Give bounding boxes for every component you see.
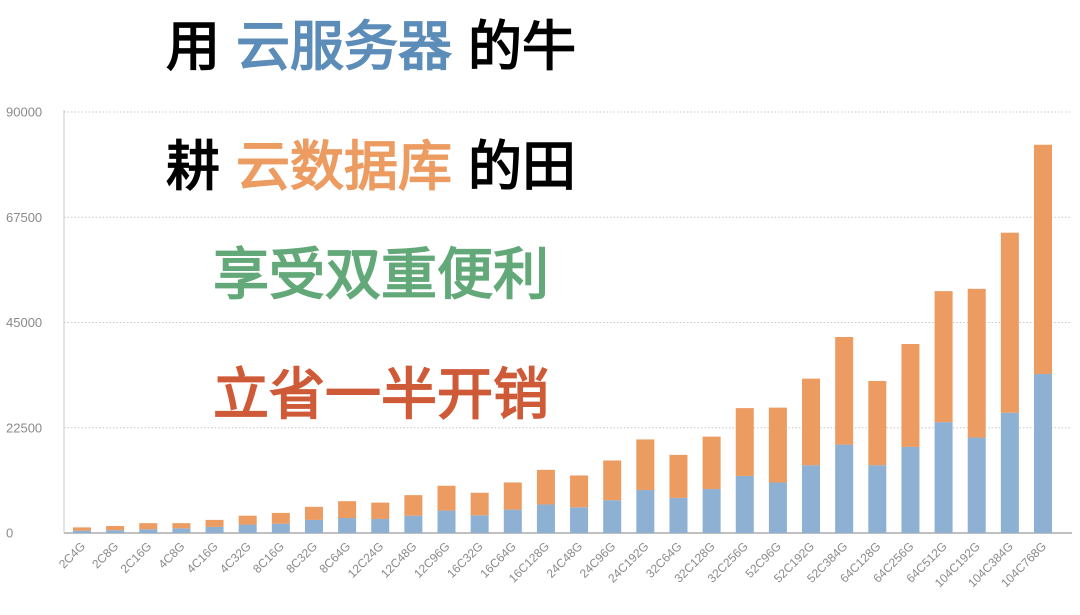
bar-segment bbox=[172, 528, 191, 533]
bar-segment bbox=[768, 407, 787, 483]
x-tick-label: 2C16G bbox=[118, 539, 155, 576]
bar-segment bbox=[73, 530, 91, 533]
headline-2-prefix: 耕 bbox=[166, 135, 220, 198]
headline-line-1: 用云服务器 的牛 bbox=[166, 20, 576, 74]
bar-segment bbox=[669, 497, 688, 533]
bar-segment bbox=[139, 529, 158, 533]
x-tick-label: 2C4G bbox=[56, 539, 88, 571]
bar-segment bbox=[868, 380, 887, 466]
x-tick-label: 4C32G bbox=[217, 539, 254, 576]
x-tick-label: 8C32G bbox=[283, 539, 320, 576]
headline-3-text: 享受双重便利 bbox=[213, 243, 549, 308]
bar-segment bbox=[735, 475, 754, 533]
bar-segment bbox=[603, 500, 622, 533]
x-tick-label: 12C48G bbox=[378, 539, 420, 581]
bar-segment bbox=[304, 506, 323, 520]
bar-segment bbox=[238, 524, 257, 533]
bar-segment bbox=[338, 501, 357, 519]
bar-segment bbox=[503, 482, 522, 510]
bar-segment bbox=[404, 495, 423, 516]
y-tick-label: 67500 bbox=[6, 210, 42, 225]
bar-segment bbox=[636, 439, 655, 490]
bar-segment bbox=[570, 507, 589, 533]
bar-segment bbox=[570, 475, 589, 508]
bar-segment bbox=[1034, 144, 1052, 374]
bar-segment bbox=[106, 530, 125, 533]
headline-1-cloud-server: 云服务器 bbox=[236, 15, 452, 78]
bar-segment bbox=[1000, 232, 1019, 413]
bar-segment bbox=[404, 515, 423, 533]
bar-segment bbox=[172, 523, 191, 529]
bar-segment bbox=[106, 525, 125, 531]
y-axis-tick-labels: 0 22500 45000 67500 90000 bbox=[6, 105, 42, 541]
bar-segment bbox=[603, 460, 622, 501]
bar-segment bbox=[304, 519, 323, 533]
bar-segment bbox=[371, 502, 390, 519]
bar-segment bbox=[139, 523, 158, 530]
bar-segment bbox=[802, 465, 821, 533]
bar-segment bbox=[901, 446, 920, 533]
x-tick-label: 24C48G bbox=[544, 539, 586, 581]
bar-segment bbox=[669, 454, 688, 498]
x-tick-label: 12C96G bbox=[411, 539, 453, 581]
bar-segment bbox=[934, 422, 953, 533]
bar-segment bbox=[503, 509, 522, 533]
bar-segment bbox=[437, 510, 456, 533]
x-tick-label: 4C8G bbox=[155, 539, 187, 571]
bar-segment bbox=[238, 515, 257, 525]
bar-segment bbox=[835, 337, 854, 445]
bar-segment bbox=[768, 482, 787, 533]
x-tick-label: 8C16G bbox=[250, 539, 287, 576]
bar-segment bbox=[802, 378, 821, 466]
x-tick-label: 12C24G bbox=[345, 539, 387, 581]
bar-segment bbox=[934, 291, 953, 423]
bar-segment bbox=[470, 492, 489, 516]
bar-segment bbox=[271, 512, 290, 524]
headline-1-suffix: 的牛 bbox=[468, 15, 576, 78]
bar-segment bbox=[967, 437, 986, 533]
y-tick-label: 0 bbox=[6, 526, 13, 541]
headline-line-2: 耕云数据库 的田 bbox=[166, 140, 576, 194]
bar-segment bbox=[967, 288, 986, 438]
headline-2-suffix: 的田 bbox=[468, 135, 576, 198]
bar-segment bbox=[636, 489, 655, 533]
chart-bars bbox=[73, 144, 1052, 533]
bar-segment bbox=[205, 519, 224, 527]
bar-segment bbox=[470, 515, 489, 533]
headline-line-3: 享受双重便利 bbox=[213, 248, 549, 304]
bar-segment bbox=[868, 465, 887, 533]
x-tick-label: 16C32G bbox=[444, 539, 486, 581]
bar-segment bbox=[371, 518, 390, 533]
y-tick-label: 90000 bbox=[6, 105, 42, 120]
headline-line-4: 立省一半开销 bbox=[213, 368, 549, 424]
y-tick-label: 45000 bbox=[6, 315, 42, 330]
bar-segment bbox=[702, 489, 721, 533]
bar-segment bbox=[735, 408, 754, 476]
bar-segment bbox=[1034, 373, 1052, 533]
bar-segment bbox=[73, 527, 91, 531]
bar-segment bbox=[271, 523, 290, 533]
bar-segment bbox=[205, 526, 224, 533]
bar-segment bbox=[536, 504, 555, 533]
headline-4-text: 立省一半开销 bbox=[213, 363, 549, 428]
bar-segment bbox=[1000, 412, 1019, 533]
bar-segment bbox=[536, 469, 555, 505]
bar-segment bbox=[338, 518, 357, 533]
headline-1-prefix: 用 bbox=[166, 15, 220, 78]
bar-segment bbox=[901, 344, 920, 447]
bar-segment bbox=[702, 436, 721, 490]
y-tick-label: 22500 bbox=[6, 420, 42, 435]
headline-2-cloud-database: 云数据库 bbox=[236, 135, 452, 198]
bar-segment bbox=[835, 444, 854, 533]
x-tick-label: 4C16G bbox=[184, 539, 221, 576]
x-tick-label: 2C8G bbox=[89, 539, 121, 571]
bar-segment bbox=[437, 485, 456, 511]
